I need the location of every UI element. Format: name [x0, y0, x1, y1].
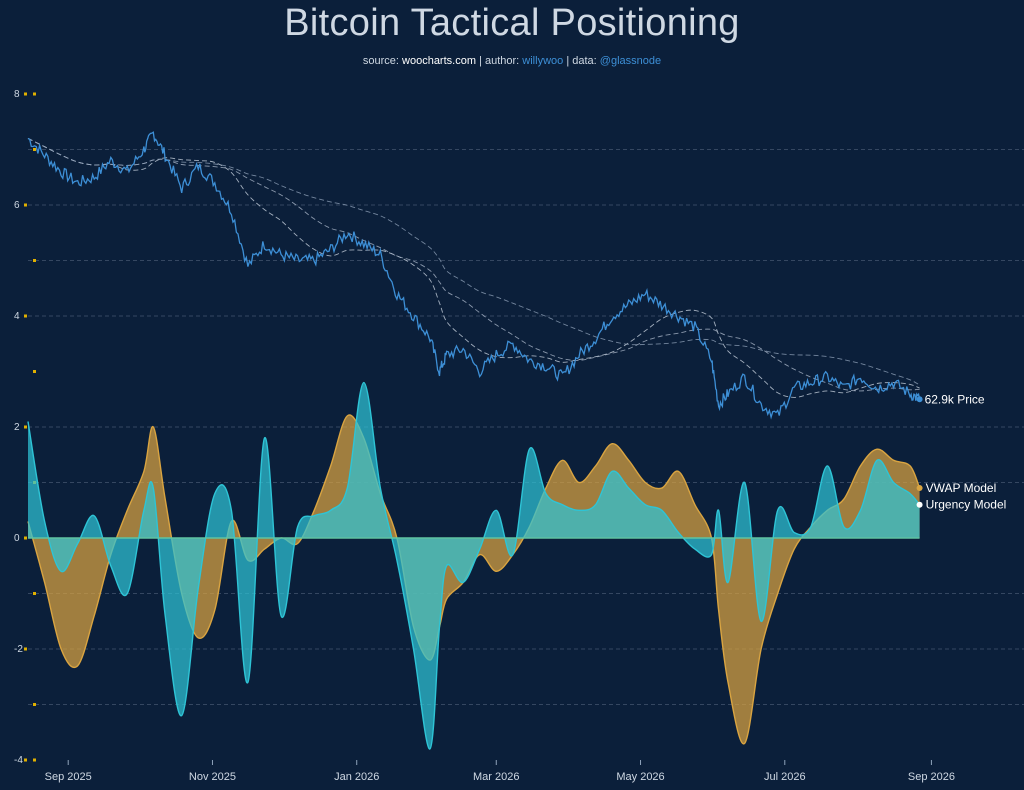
vwap-end-marker: [916, 485, 923, 492]
data-value[interactable]: @glassnode: [599, 55, 662, 67]
y-tick-marker: [24, 314, 27, 318]
source-label: source:: [362, 55, 399, 67]
y-minor-marker: [33, 703, 36, 706]
price-moving-average: [27, 137, 920, 392]
y-minor-marker: [33, 259, 36, 262]
urgency-end-label: Urgency Model: [926, 498, 1007, 512]
model-areas: [27, 381, 921, 750]
price-series: [27, 131, 921, 420]
y-minor-marker: [33, 92, 36, 96]
x-tick-label: Jul 2026: [764, 771, 806, 783]
price-moving-average: [27, 137, 920, 398]
author-label: author:: [484, 55, 520, 67]
y-tick-label: 6: [14, 200, 20, 211]
x-tick-label: May 2026: [616, 771, 664, 783]
y-tick-label: 2: [14, 422, 20, 433]
y-minor-marker: [33, 592, 36, 595]
price-end-marker: [916, 396, 923, 403]
y-tick-label: 4: [14, 311, 20, 322]
y-tick-label: 8: [14, 89, 20, 100]
urgency-model-line: [27, 381, 921, 750]
separator-1: |: [479, 55, 482, 67]
y-tick-marker: [24, 92, 27, 96]
x-tick-label: Sep 2026: [908, 771, 955, 783]
y-tick-marker: [24, 536, 27, 540]
y-tick-marker: [24, 425, 27, 429]
y-minor-marker: [33, 758, 36, 762]
y-tick-marker: [24, 203, 27, 207]
x-tick-label: Sep 2025: [45, 771, 92, 783]
price-moving-average: [27, 137, 920, 386]
x-axis: Sep 2025 Nov 2025 Jan 2026 Mar 2026 May 2026…: [45, 760, 955, 783]
x-tick-label: Nov 2025: [189, 771, 236, 783]
price-line: [27, 131, 921, 420]
price-end-label: 62.9k Price: [925, 392, 985, 406]
y-tick-label: 0: [14, 533, 20, 544]
urgency-end-marker: [916, 501, 923, 508]
source-value[interactable]: woocharts.com: [402, 55, 476, 67]
separator-2: |: [566, 55, 570, 67]
y-tick-marker: [24, 647, 27, 651]
series-end-labels: 62.9k Price VWAP Model Urgency Model: [916, 392, 1007, 512]
y-axis: 8 6 4 2 0 -2 -4: [14, 89, 36, 766]
y-minor-marker: [33, 370, 36, 373]
data-label: data:: [572, 55, 597, 67]
author-value[interactable]: willywoo: [522, 55, 564, 67]
x-tick-label: Mar 2026: [473, 771, 519, 783]
y-tick-label: -4: [14, 755, 23, 766]
y-minor-marker: [33, 148, 36, 151]
vwap-end-label: VWAP Model: [926, 481, 997, 495]
vwap-model-area: [28, 415, 920, 744]
y-tick-marker: [24, 758, 27, 762]
chart-subtitle: source: woocharts.com | author: willywoo…: [0, 55, 1024, 67]
y-tick-label: -2: [14, 644, 23, 655]
chart-title: Bitcoin Tactical Positioning: [284, 2, 740, 44]
x-tick-label: Jan 2026: [334, 771, 379, 783]
moving-average-lines: [27, 137, 920, 398]
